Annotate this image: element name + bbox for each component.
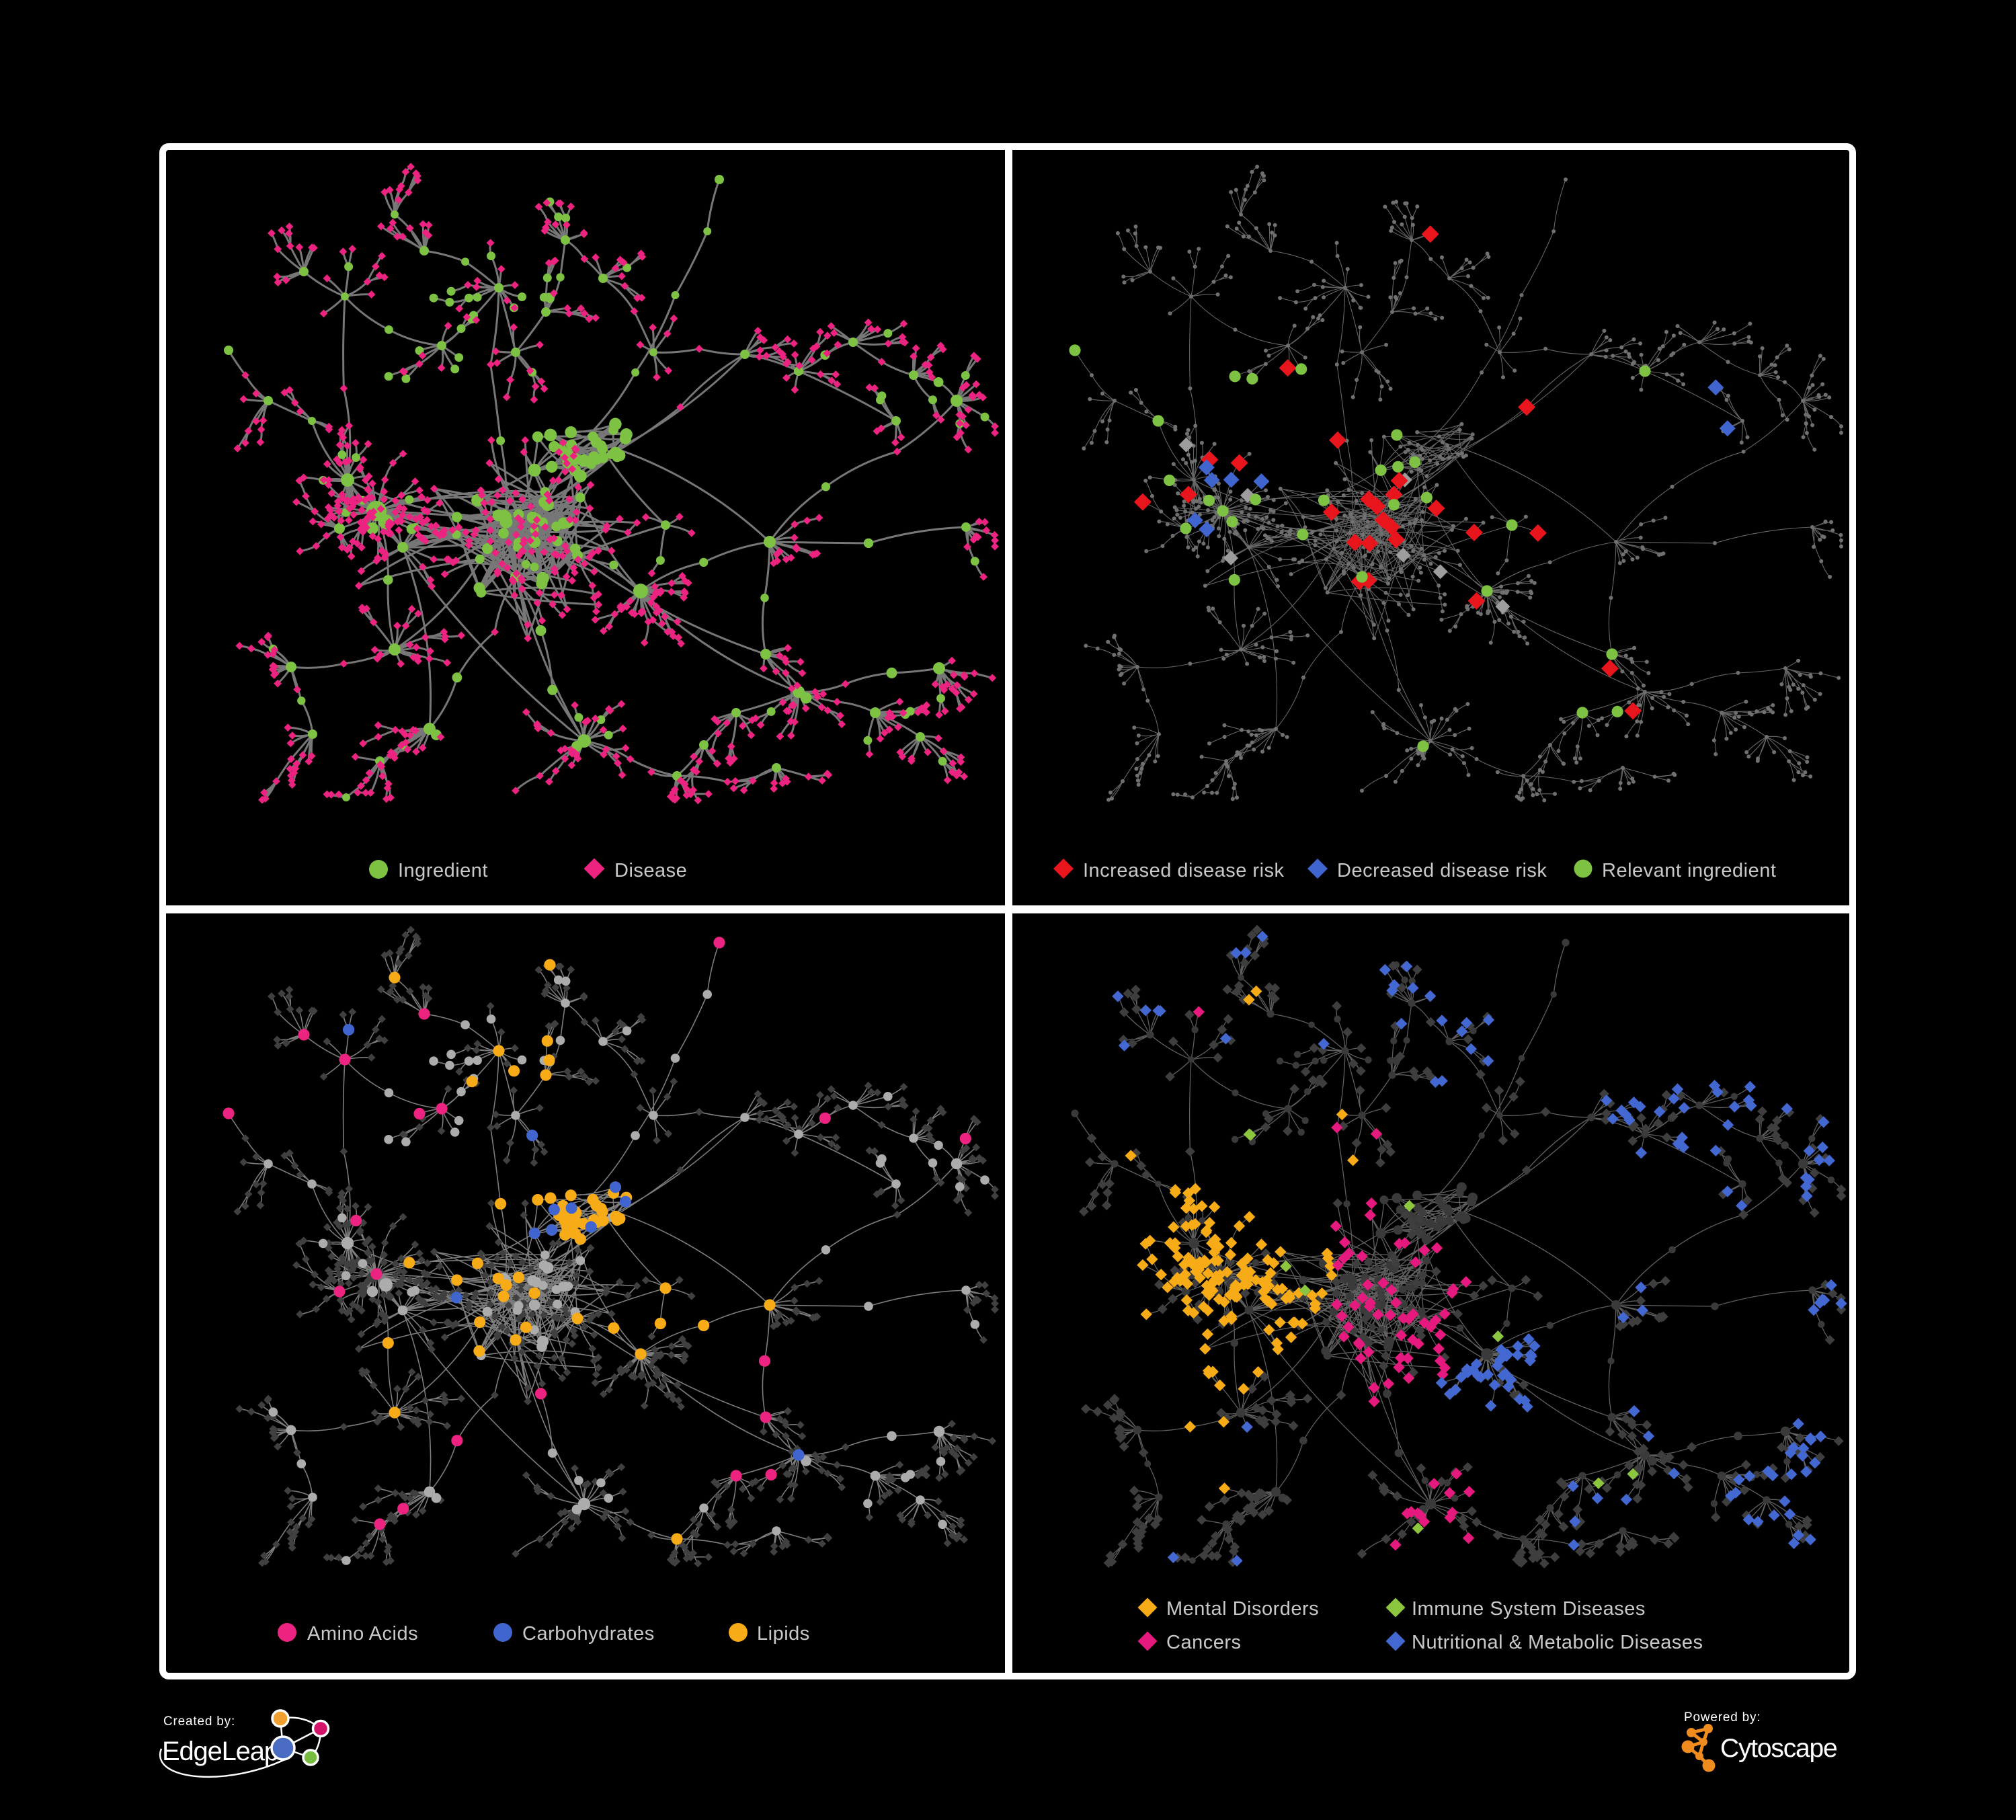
svg-text:Amino Acids: Amino Acids [307,1623,418,1645]
svg-text:Carbohydrates: Carbohydrates [522,1623,655,1645]
svg-text:Cytoscape: Cytoscape [1720,1734,1837,1763]
svg-text:Disease: Disease [614,860,687,881]
svg-text:Mental Disorders: Mental Disorders [1166,1598,1319,1620]
svg-text:Lipids: Lipids [757,1623,810,1645]
svg-text:Increased disease risk: Increased disease risk [1083,860,1285,881]
svg-text:EdgeLeap: EdgeLeap [162,1737,278,1766]
svg-text:Ingredient: Ingredient [398,860,488,881]
svg-text:Relevant ingredient: Relevant ingredient [1602,860,1776,881]
svg-text:Created by:: Created by: [163,1714,235,1729]
svg-text:Decreased disease risk: Decreased disease risk [1337,860,1547,881]
svg-text:Nutritional & Metabolic Diseas: Nutritional & Metabolic Diseases [1412,1632,1703,1653]
svg-text:Immune System Diseases: Immune System Diseases [1412,1598,1646,1620]
svg-text:Cancers: Cancers [1166,1632,1242,1653]
svg-text:Powered by:: Powered by: [1684,1710,1761,1725]
